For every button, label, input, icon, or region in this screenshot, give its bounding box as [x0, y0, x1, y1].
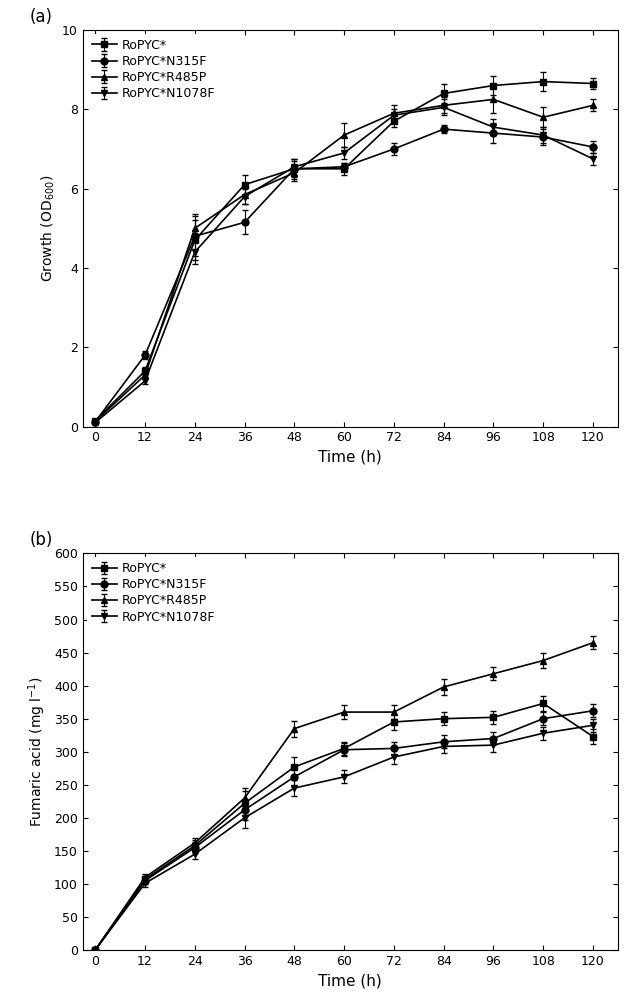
Text: (a): (a): [29, 8, 52, 26]
Y-axis label: Fumaric acid (mg l$^{-1}$): Fumaric acid (mg l$^{-1}$): [27, 676, 48, 827]
X-axis label: Time (h): Time (h): [318, 973, 382, 988]
Legend: RoPYC*, RoPYC*N315F, RoPYC*R485P, RoPYC*N1078F: RoPYC*, RoPYC*N315F, RoPYC*R485P, RoPYC*…: [87, 557, 220, 629]
Text: (b): (b): [29, 531, 53, 549]
X-axis label: Time (h): Time (h): [318, 450, 382, 465]
Legend: RoPYC*, RoPYC*N315F, RoPYC*R485P, RoPYC*N1078F: RoPYC*, RoPYC*N315F, RoPYC*R485P, RoPYC*…: [87, 34, 220, 105]
Y-axis label: Growth (OD$_{600}$): Growth (OD$_{600}$): [39, 175, 57, 282]
